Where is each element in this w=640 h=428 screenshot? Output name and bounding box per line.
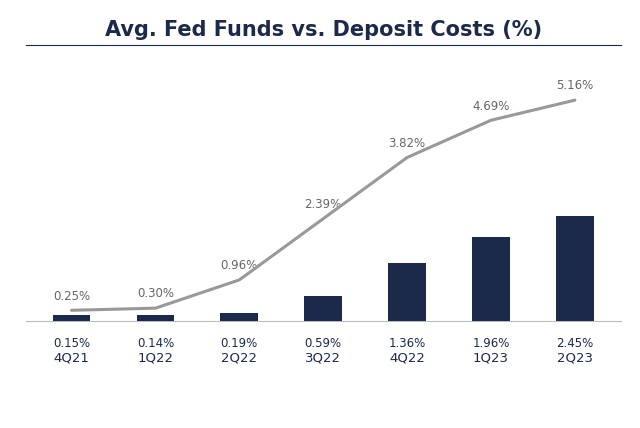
- Text: 3Q22: 3Q22: [305, 352, 341, 365]
- Bar: [305, 296, 342, 321]
- Bar: [220, 313, 258, 321]
- Text: 0.19%: 0.19%: [221, 337, 258, 350]
- Bar: [388, 263, 426, 321]
- Text: 0.15%: 0.15%: [53, 337, 90, 350]
- Text: 1.96%: 1.96%: [472, 337, 509, 350]
- Text: 0.25%: 0.25%: [53, 290, 90, 303]
- Bar: [136, 315, 174, 321]
- Text: 2.39%: 2.39%: [305, 198, 342, 211]
- Text: 0.14%: 0.14%: [137, 337, 174, 350]
- Bar: [556, 216, 594, 321]
- Text: 4Q22: 4Q22: [389, 352, 425, 365]
- Text: 0.59%: 0.59%: [305, 337, 342, 350]
- Text: 1.36%: 1.36%: [388, 337, 426, 350]
- Text: 2.45%: 2.45%: [556, 337, 593, 350]
- Bar: [52, 315, 90, 321]
- Text: 2Q22: 2Q22: [221, 352, 257, 365]
- Text: 4.69%: 4.69%: [472, 100, 509, 113]
- Text: 0.30%: 0.30%: [137, 288, 174, 300]
- Text: 2Q23: 2Q23: [557, 352, 593, 365]
- Text: 0.96%: 0.96%: [221, 259, 258, 272]
- Text: 3.82%: 3.82%: [388, 137, 426, 150]
- Text: 1Q23: 1Q23: [473, 352, 509, 365]
- Bar: [472, 237, 510, 321]
- Text: 1Q22: 1Q22: [138, 352, 173, 365]
- Text: 5.16%: 5.16%: [556, 80, 593, 92]
- Text: 4Q21: 4Q21: [54, 352, 90, 365]
- Title: Avg. Fed Funds vs. Deposit Costs (%): Avg. Fed Funds vs. Deposit Costs (%): [104, 20, 542, 40]
